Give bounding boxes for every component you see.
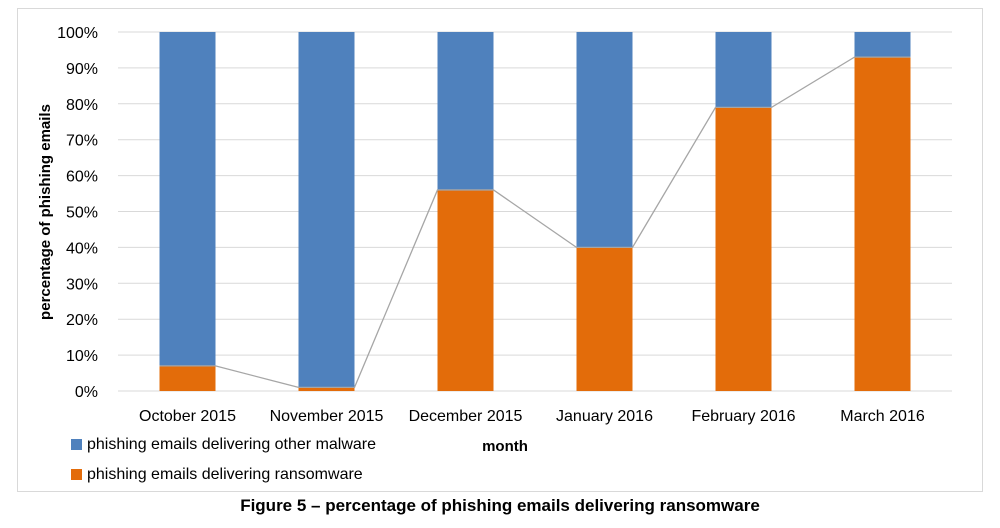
- x-axis-title: month: [482, 438, 528, 455]
- y-tick-labels: 0% 10% 20% 30% 40% 50% 60% 70% 80% 90% 100%: [57, 25, 98, 401]
- bar-other-malware: [159, 32, 216, 366]
- x-tick-label: October 2015: [139, 408, 236, 425]
- y-axis-title: percentage of phishing emails: [37, 104, 54, 320]
- y-tick-label: 10%: [66, 348, 98, 365]
- gridlines: [118, 31, 952, 392]
- bar-ransomware: [854, 57, 911, 391]
- y-tick-label: 50%: [66, 205, 98, 222]
- y-tick-label: 30%: [66, 276, 98, 293]
- x-tick-label: March 2016: [840, 408, 925, 425]
- bar-ransomware: [298, 387, 355, 391]
- x-tick-label: December 2015: [409, 408, 523, 425]
- x-tick-label: January 2016: [556, 408, 653, 425]
- x-tick-labels: October 2015 November 2015 December 2015 Ja…: [139, 408, 925, 425]
- bar-ransomware: [715, 107, 772, 391]
- y-tick-label: 80%: [66, 97, 98, 114]
- y-tick-label: 40%: [66, 240, 98, 257]
- legend-label: phishing emails delivering other malware: [87, 436, 376, 453]
- bars: [159, 32, 911, 391]
- bar-other-malware: [854, 32, 911, 58]
- bar-ransomware: [576, 247, 633, 391]
- y-tick-label: 70%: [66, 133, 98, 150]
- bar-other-malware: [576, 32, 633, 248]
- chart-frame: [17, 8, 983, 492]
- trend-line: [159, 56, 911, 389]
- legend: phishing emails delivering other malware…: [71, 436, 376, 483]
- bar-ransomware: [159, 365, 216, 391]
- y-tick-label: 60%: [66, 169, 98, 186]
- y-tick-label: 0%: [75, 384, 98, 401]
- bar-other-malware: [298, 32, 355, 388]
- stacked-bar-chart: 0% 10% 20% 30% 40% 50% 60% 70% 80% 90% 100% Octobe…: [37, 25, 952, 483]
- x-tick-label: February 2016: [691, 408, 795, 425]
- y-tick-label: 90%: [66, 61, 98, 78]
- ransomware-trend-line: [159, 56, 911, 389]
- x-tick-label: November 2015: [270, 408, 384, 425]
- y-tick-label: 20%: [66, 312, 98, 329]
- y-tick-label: 100%: [57, 25, 98, 42]
- legend-swatch: [71, 469, 82, 480]
- bar-other-malware: [715, 32, 772, 108]
- bar-other-malware: [437, 32, 494, 190]
- bar-ransomware: [437, 189, 494, 391]
- legend-label: phishing emails delivering ransomware: [87, 466, 363, 483]
- figure-caption: Figure 5 – percentage of phishing emails…: [240, 496, 760, 515]
- legend-swatch: [71, 439, 82, 450]
